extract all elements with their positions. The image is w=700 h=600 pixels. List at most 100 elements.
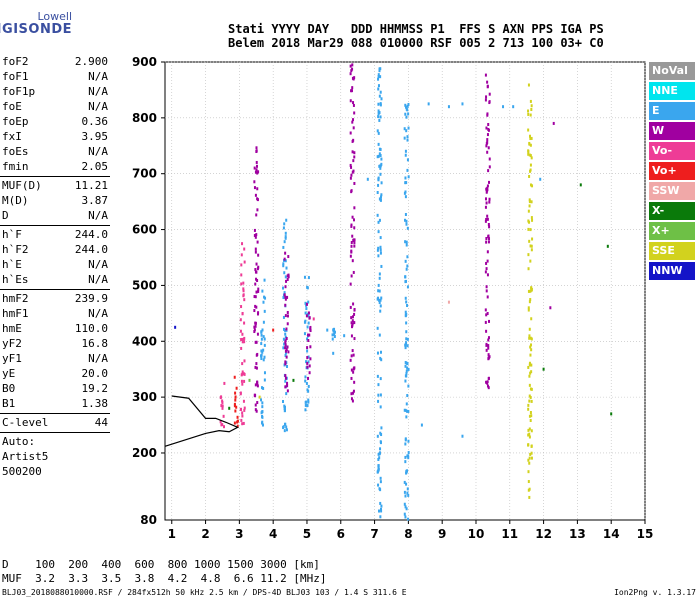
param-row: yE 20.0 — [0, 367, 110, 381]
echo-mark — [331, 337, 334, 341]
echo-mark — [304, 379, 307, 383]
echo-mark — [407, 451, 410, 455]
echo-mark — [377, 296, 380, 300]
echo-mark — [407, 175, 410, 179]
echo-mark — [376, 434, 379, 438]
echo-mark — [378, 147, 381, 151]
echo-mark — [243, 247, 246, 251]
echo-mark — [529, 163, 532, 167]
echo-mark — [353, 307, 356, 311]
echo-mark — [286, 384, 289, 388]
echo-mark — [308, 333, 311, 337]
echo-mark — [304, 311, 307, 315]
echo-mark — [376, 213, 379, 217]
echo-mark — [528, 327, 531, 331]
echo-mark — [242, 421, 245, 425]
echo-mark — [484, 320, 487, 324]
param-separator — [0, 413, 110, 414]
echo-mark — [253, 180, 256, 184]
echo-mark — [407, 102, 410, 106]
echo-mark — [308, 371, 311, 375]
echo-mark — [485, 217, 488, 221]
echo-mark — [529, 298, 532, 302]
echo-point — [272, 328, 275, 332]
echo-mark — [351, 63, 354, 67]
echo-mark — [351, 319, 354, 323]
echo-mark — [255, 168, 258, 172]
echo-mark — [352, 270, 355, 274]
echo-mark — [529, 154, 532, 158]
echo-mark — [240, 418, 243, 422]
param-value: 110.0 — [74, 322, 108, 335]
echo-mark — [286, 389, 289, 393]
echo-mark — [406, 108, 409, 112]
echo-mark — [529, 259, 532, 263]
echo-mark — [243, 359, 246, 363]
echo-mark — [260, 411, 263, 415]
echo-mark — [379, 507, 382, 511]
echo-mark — [285, 327, 288, 331]
param-name: yF2 — [2, 337, 22, 350]
echo-mark — [262, 348, 265, 352]
echo-mark — [530, 244, 533, 248]
echo-mark — [379, 153, 382, 157]
echo-mark — [309, 357, 312, 361]
echo-mark — [530, 370, 533, 374]
echo-mark — [284, 379, 287, 383]
echo-mark — [406, 337, 409, 341]
echo-mark — [307, 276, 310, 280]
echo-mark — [254, 295, 257, 299]
param-name: C-level — [2, 416, 49, 429]
echo-mark — [262, 335, 265, 339]
echo-mark — [306, 388, 309, 392]
echo-mark — [256, 312, 259, 316]
echo-mark — [528, 383, 531, 387]
echo-mark — [404, 515, 407, 519]
echo-mark — [350, 397, 353, 401]
echo-mark — [405, 341, 408, 345]
echo-mark — [528, 394, 531, 398]
echo-mark — [253, 330, 256, 334]
echo-mark — [527, 480, 530, 484]
echo-mark — [349, 176, 352, 180]
echo-mark — [404, 364, 407, 368]
echo-mark — [307, 321, 310, 325]
echo-point — [427, 102, 430, 106]
echo-mark — [256, 384, 259, 388]
echo-mark — [243, 379, 246, 383]
echo-mark — [405, 300, 408, 304]
echo-mark — [528, 461, 531, 465]
echo-mark — [303, 320, 306, 324]
echo-mark — [255, 146, 258, 150]
echo-mark — [529, 418, 532, 422]
echo-mark — [307, 355, 310, 359]
echo-mark — [530, 363, 533, 367]
echo-mark — [352, 138, 355, 142]
echo-mark — [529, 345, 532, 349]
echo-point — [539, 177, 542, 181]
echo-mark — [350, 190, 353, 194]
param-value: N/A — [88, 209, 108, 222]
param-name: yE — [2, 367, 16, 380]
echo-mark — [407, 493, 410, 497]
echo-mark — [307, 333, 310, 337]
echo-mark — [287, 350, 290, 354]
echo-mark — [404, 408, 407, 412]
echo-mark — [485, 289, 488, 293]
echo-mark — [406, 264, 409, 268]
param-name: hmE — [2, 322, 22, 335]
legend-item-e: E — [649, 102, 695, 120]
param-name: foF2 — [2, 55, 29, 68]
echo-mark — [261, 289, 264, 293]
echo-mark — [403, 127, 406, 131]
echo-mark — [350, 334, 353, 338]
echo-mark — [379, 350, 382, 354]
echo-mark — [285, 425, 288, 429]
echo-point — [174, 325, 177, 329]
echo-mark — [377, 393, 380, 397]
echo-mark — [284, 343, 287, 347]
param-separator — [0, 176, 110, 177]
echo-mark — [530, 337, 533, 341]
echo-mark — [376, 155, 379, 159]
echo-mark — [407, 126, 410, 130]
